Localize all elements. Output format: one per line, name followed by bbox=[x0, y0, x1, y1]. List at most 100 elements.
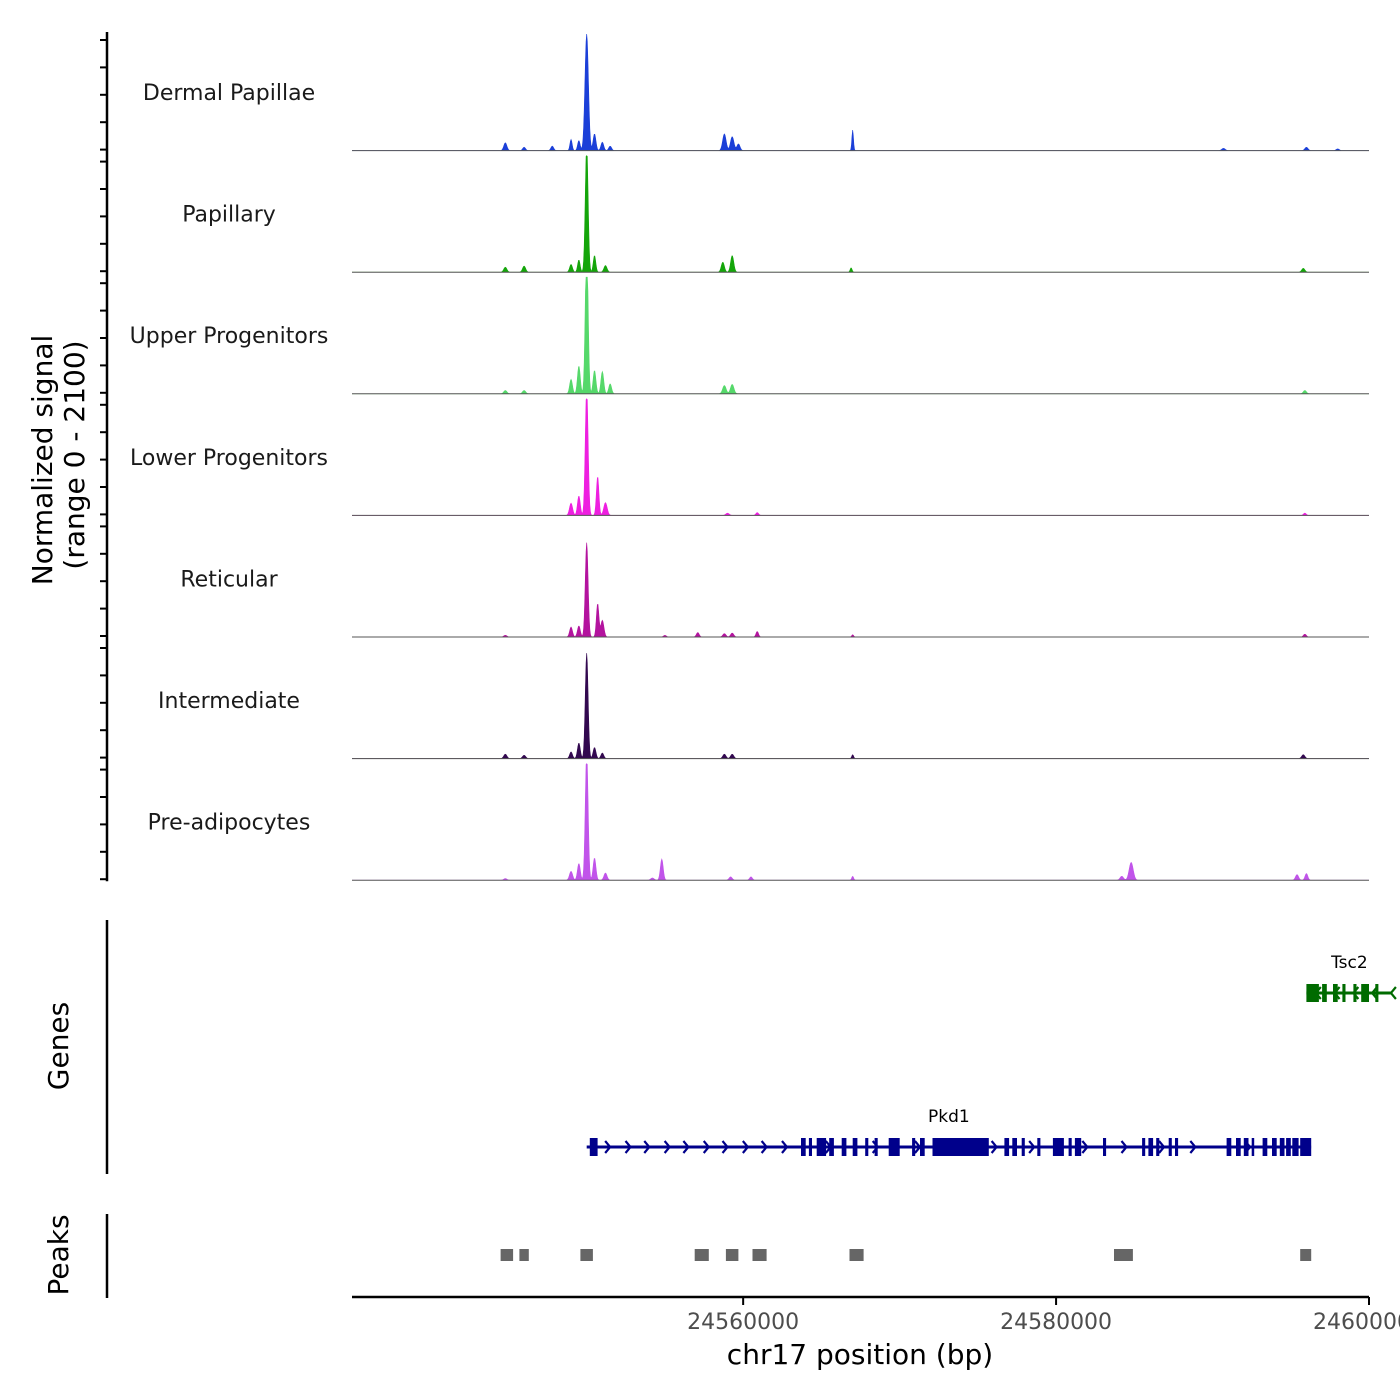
peak-region bbox=[694, 1249, 709, 1261]
peak-regions bbox=[500, 1249, 1312, 1261]
coverage-track-intermediate: Intermediate bbox=[158, 653, 1369, 760]
gene-exon bbox=[852, 1138, 858, 1156]
gene-strand-arrow bbox=[663, 1140, 672, 1154]
coverage-track-pre-adipocytes: Pre-adipocytes bbox=[148, 763, 1369, 881]
gene-exon bbox=[1156, 1138, 1160, 1156]
gene-pkd1: Pkd1 bbox=[586, 1107, 1312, 1156]
coverage-area bbox=[352, 155, 1369, 273]
gene-strand-arrow bbox=[643, 1140, 651, 1154]
gene-exon bbox=[1306, 984, 1319, 1002]
x-axis: 24560000 24580000 24600000 bbox=[352, 1295, 1400, 1335]
gene-strand-arrow bbox=[1314, 986, 1322, 1000]
gene-label: Tsc2 bbox=[1330, 953, 1368, 973]
gene-exon bbox=[1148, 1138, 1154, 1156]
gene-tsc2: Tsc2 bbox=[1306, 953, 1397, 1002]
gene-strand-arrow bbox=[604, 1140, 612, 1154]
gene-exon bbox=[1052, 1138, 1064, 1156]
gene-strand-arrow bbox=[1333, 986, 1341, 1000]
gene-exon bbox=[589, 1138, 598, 1156]
gene-strand-arrow bbox=[1158, 1140, 1166, 1154]
gene-exon bbox=[1286, 1138, 1291, 1156]
x-tick-label: 24560000 bbox=[687, 1310, 799, 1335]
track-label: Reticular bbox=[180, 567, 278, 592]
track-label: Dermal Papillae bbox=[143, 81, 315, 106]
coverage-area bbox=[352, 653, 1369, 759]
peak-region bbox=[1124, 1249, 1133, 1261]
gene-exon bbox=[1322, 984, 1327, 1002]
gene-exon bbox=[1236, 1138, 1241, 1156]
peak-region bbox=[500, 1249, 514, 1261]
coverage-area bbox=[352, 33, 1369, 151]
gene-exon bbox=[1142, 1138, 1146, 1156]
gene-strand-arrow bbox=[1370, 986, 1378, 1000]
gene-exon bbox=[1272, 1138, 1277, 1156]
gene-exon bbox=[865, 1138, 869, 1156]
gene-exon bbox=[1074, 1138, 1082, 1156]
coverage-track-reticular: Reticular bbox=[180, 542, 1369, 638]
gene-exon bbox=[1353, 984, 1357, 1002]
peak-region bbox=[1300, 1249, 1312, 1261]
gene-exon bbox=[1021, 1138, 1025, 1156]
peak-region bbox=[849, 1249, 864, 1261]
gene-exon bbox=[1361, 984, 1369, 1002]
gene-exon bbox=[841, 1138, 847, 1156]
gene-exon bbox=[1262, 1138, 1268, 1156]
gene-exon bbox=[932, 1138, 989, 1156]
gene-strand-arrow bbox=[742, 1140, 750, 1154]
gene-exon bbox=[888, 1138, 900, 1156]
track-label: Pre-adipocytes bbox=[148, 811, 311, 836]
gene-exon bbox=[1251, 1138, 1255, 1156]
coverage-area bbox=[352, 398, 1369, 516]
track-label: Papillary bbox=[182, 203, 276, 228]
gene-strand-arrow bbox=[1351, 986, 1360, 1000]
gene-strand-arrow bbox=[624, 1140, 632, 1154]
gene-strand-arrow bbox=[1244, 1140, 1252, 1154]
gene-exon bbox=[801, 1138, 806, 1156]
gene-exon bbox=[912, 1138, 916, 1156]
gene-strand-arrow bbox=[1389, 986, 1397, 1000]
coverage-y-title-line2: (range 0 - 2100) bbox=[58, 340, 91, 569]
gene-exon bbox=[1226, 1138, 1232, 1156]
x-axis-title: chr17 position (bp) bbox=[727, 1338, 993, 1371]
coverage-track-lower-progenitors: Lower Progenitors bbox=[130, 398, 1369, 516]
gene-exon bbox=[1375, 984, 1379, 1002]
gene-label: Pkd1 bbox=[928, 1107, 970, 1127]
x-tick-label: 24600000 bbox=[1313, 1310, 1400, 1335]
gene-exon bbox=[1279, 1138, 1285, 1156]
gene-strand-arrow bbox=[1189, 1140, 1197, 1154]
genes-y-title: Genes bbox=[42, 1002, 75, 1090]
coverage-track-papillary: Papillary bbox=[182, 155, 1369, 273]
gene-strand-arrow bbox=[702, 1140, 711, 1154]
coverage-area bbox=[352, 763, 1369, 881]
gene-strand-arrow bbox=[682, 1140, 690, 1154]
gene-exon bbox=[1168, 1138, 1172, 1156]
gene-strand-arrow bbox=[781, 1140, 789, 1154]
gene-strand-arrow bbox=[721, 1140, 729, 1154]
track-label: Lower Progenitors bbox=[130, 446, 328, 471]
gene-strand-arrow bbox=[871, 1140, 880, 1154]
gene-exon bbox=[808, 1138, 812, 1156]
gene-exon bbox=[1012, 1138, 1017, 1156]
coverage-y-title-line1: Normalized signal bbox=[26, 335, 59, 586]
coverage-y-axis bbox=[100, 32, 109, 882]
gene-strand-arrow bbox=[824, 1140, 833, 1154]
peak-region bbox=[519, 1249, 529, 1261]
gene-exon bbox=[1342, 984, 1346, 1002]
peak-region bbox=[1114, 1249, 1125, 1261]
coverage-track-upper-progenitors: Upper Progenitors bbox=[130, 276, 1369, 395]
gene-exon bbox=[1037, 1138, 1041, 1156]
gene-exon bbox=[816, 1138, 827, 1156]
gene-exon bbox=[1300, 1138, 1312, 1156]
peak-region bbox=[580, 1249, 593, 1261]
track-label: Intermediate bbox=[158, 689, 300, 714]
peak-region bbox=[725, 1249, 739, 1261]
peak-region bbox=[752, 1249, 767, 1261]
gene-exon bbox=[1292, 1138, 1299, 1156]
gene-exon bbox=[1243, 1138, 1249, 1156]
coverage-tracks: Dermal Papillae Papillary Upper Progenitor… bbox=[130, 33, 1369, 881]
gene-strand-arrow bbox=[914, 1140, 922, 1154]
peaks-y-title: Peaks bbox=[42, 1214, 75, 1295]
x-tick-label: 24580000 bbox=[1000, 1310, 1112, 1335]
gene-exon bbox=[1103, 1138, 1107, 1156]
